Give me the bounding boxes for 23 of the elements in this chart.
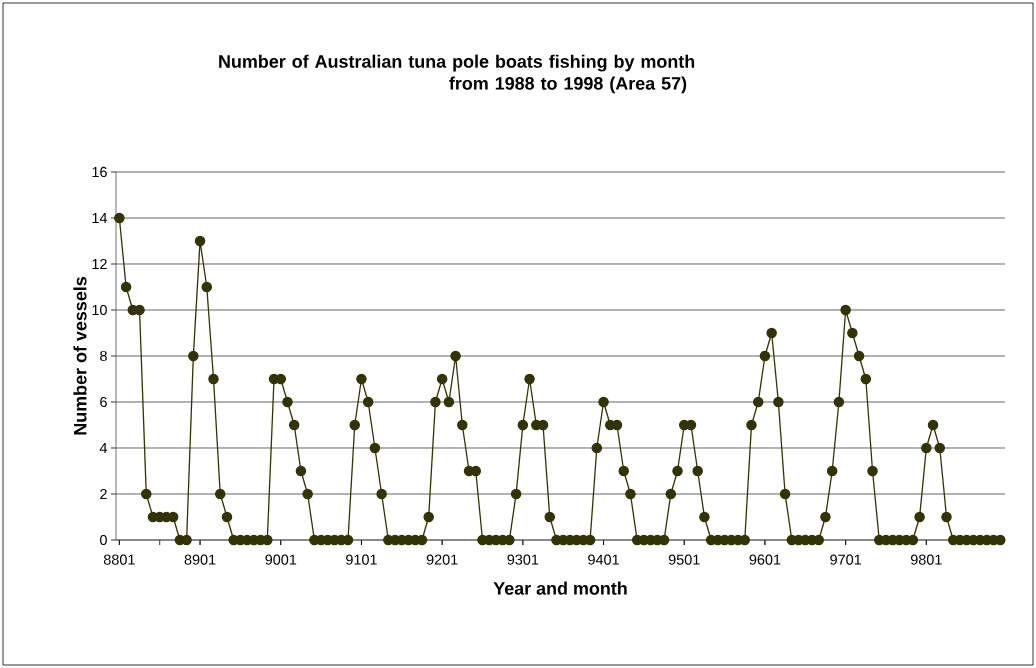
y-tick-label: 14 [92, 213, 108, 223]
y-tick-label: 12 [92, 258, 107, 270]
x-tick-label: 9501 [668, 554, 700, 565]
x-axis-title: Year and month [493, 581, 627, 595]
y-tick-label: 6 [100, 396, 107, 408]
x-tick-label: 9301 [507, 554, 539, 565]
x-tick-label: 9801 [910, 554, 942, 565]
x-tick-label: 9201 [426, 554, 458, 565]
y-axis-title: Number of vessels [73, 277, 87, 435]
x-tick-label: 8801 [103, 554, 135, 565]
y-tick-label: 2 [100, 488, 107, 500]
y-tick-label: 8 [100, 350, 107, 362]
y-tick-label: 10 [92, 304, 107, 316]
y-tick-label: 0 [100, 534, 107, 546]
chart-title: Number of Australian tuna pole boats fishing by month from 1988 to 1998 (Area 57) [219, 54, 695, 94]
x-tick-label: 9101 [346, 554, 377, 565]
x-tick-label: 9401 [588, 554, 619, 565]
x-tick-label: 9001 [265, 554, 297, 565]
x-tick-label: 9601 [749, 554, 781, 565]
x-tick-label: 8901 [184, 554, 216, 565]
y-tick-label: 4 [99, 443, 108, 453]
y-tick-label: 16 [92, 166, 107, 178]
x-tick-label: 9701 [830, 554, 861, 565]
